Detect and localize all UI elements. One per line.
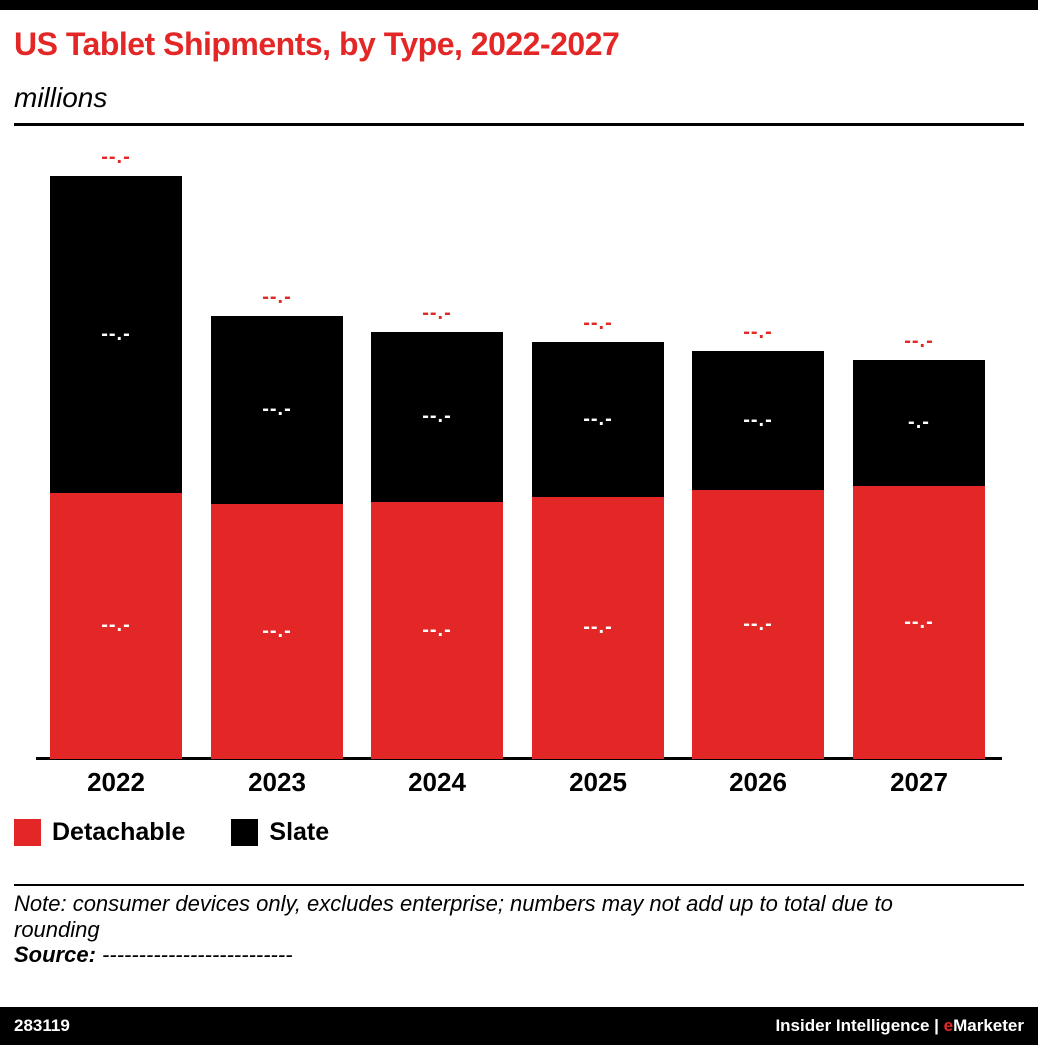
slate-value-label-2027: -.- bbox=[908, 411, 930, 433]
detachable-value-label-2024: --.- bbox=[422, 618, 452, 641]
legend-label-detachable: Detachable bbox=[52, 818, 186, 846]
total-value-label-2026: --.- bbox=[743, 321, 773, 343]
source-line: Source: -------------------------- bbox=[14, 942, 293, 968]
detachable-segment-2022 bbox=[50, 493, 182, 759]
x-axis-label-2024: 2024 bbox=[408, 767, 466, 797]
detachable-value-label-2027: --.- bbox=[904, 610, 934, 633]
total-value-label-2023: --.- bbox=[262, 286, 292, 308]
total-value-label-2025: --.- bbox=[583, 312, 613, 334]
detachable-segment-2024 bbox=[371, 502, 503, 759]
slate-value-label-2022: --.- bbox=[101, 322, 131, 345]
slate-value-label-2024: --.- bbox=[422, 405, 452, 427]
detachable-value-label-2026: --.- bbox=[743, 612, 773, 635]
slate-segment-2023 bbox=[211, 316, 343, 504]
title-divider bbox=[14, 123, 1024, 126]
total-value-label-2027: --.- bbox=[904, 330, 934, 352]
total-value-label-2022: --.- bbox=[101, 146, 131, 168]
slate-segment-2022 bbox=[50, 176, 182, 493]
top-accent-bar bbox=[0, 0, 1038, 10]
note-text: Note: consumer devices only, excludes en… bbox=[14, 891, 893, 943]
detachable-segment-2027 bbox=[853, 486, 985, 759]
source-value: -------------------------- bbox=[102, 942, 293, 967]
detachable-value-label-2023: --.- bbox=[262, 619, 292, 642]
legend: Detachable Slate bbox=[14, 818, 329, 847]
x-axis-label-2023: 2023 bbox=[248, 767, 306, 797]
detachable-segment-2026 bbox=[692, 490, 824, 759]
x-axis-label-2025: 2025 bbox=[569, 767, 627, 797]
slate-value-label-2023: --.- bbox=[262, 398, 292, 420]
detachable-value-label-2022: --.- bbox=[101, 614, 131, 636]
chart-subtitle: millions bbox=[14, 82, 108, 113]
footer-brand-e: e bbox=[943, 1016, 954, 1035]
source-label: Source: bbox=[14, 942, 96, 967]
legend-swatch-detachable bbox=[14, 819, 41, 846]
detachable-value-label-2025: --.- bbox=[583, 616, 613, 638]
x-axis-line bbox=[36, 757, 1002, 760]
slate-segment-2024 bbox=[371, 332, 503, 502]
detachable-segment-2025 bbox=[532, 497, 664, 759]
slate-value-label-2026: --.- bbox=[743, 408, 773, 431]
x-axis-label-2027: 2027 bbox=[890, 767, 948, 797]
chart-title: US Tablet Shipments, by Type, 2022-2027 bbox=[14, 26, 620, 62]
slate-segment-2026 bbox=[692, 351, 824, 490]
footer-brand: Insider Intelligence | eMarketer bbox=[775, 1016, 1024, 1036]
slate-segment-2025 bbox=[532, 342, 664, 497]
footer-brand-suffix: Marketer bbox=[953, 1016, 1024, 1035]
legend-label-slate: Slate bbox=[269, 818, 330, 846]
total-value-label-2024: --.- bbox=[422, 302, 452, 324]
footer-bar: 283119 Insider Intelligence | eMarketer bbox=[0, 1007, 1038, 1045]
legend-item-slate: Slate bbox=[231, 818, 329, 847]
legend-swatch-slate bbox=[231, 819, 259, 846]
slate-value-label-2025: --.- bbox=[583, 407, 613, 430]
note-divider bbox=[14, 884, 1024, 886]
x-axis-label-2022: 2022 bbox=[87, 767, 145, 797]
slate-segment-2027 bbox=[853, 360, 985, 486]
legend-item-detachable: Detachable bbox=[14, 818, 185, 847]
footer-brand-prefix: Insider Intelligence | bbox=[775, 1016, 944, 1035]
footer-chart-id: 283119 bbox=[14, 1016, 70, 1035]
detachable-segment-2023 bbox=[211, 504, 343, 759]
x-axis-label-2026: 2026 bbox=[729, 767, 787, 797]
